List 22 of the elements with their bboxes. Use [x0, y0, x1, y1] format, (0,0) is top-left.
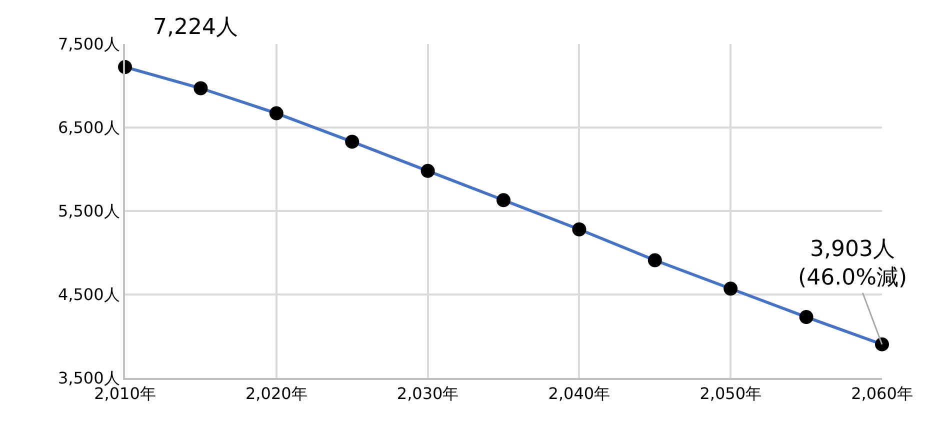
point: [345, 134, 360, 149]
y-tick-label: 4,500人: [58, 285, 120, 304]
y-tick-label: 3,500人: [58, 368, 120, 388]
point: [572, 222, 586, 236]
x-tick-label: 2,040年: [548, 384, 610, 404]
y-tick-label: 7,500人: [58, 34, 120, 54]
point: [194, 81, 208, 96]
point: [724, 282, 738, 296]
point: [648, 253, 662, 268]
point: [269, 106, 284, 120]
x-tick-label: 2,060年: [851, 384, 913, 404]
point: [420, 164, 435, 178]
x-tick-label: 2,020年: [245, 384, 308, 404]
point: [799, 310, 814, 324]
point: [875, 337, 889, 352]
annotation: 7,224人: [153, 15, 238, 40]
x-tick-label: 2,050年: [700, 384, 762, 404]
annotation: 3,903人 (46.0%減): [798, 237, 908, 291]
point: [496, 193, 510, 208]
y-tick-label: 6,500人: [58, 118, 120, 138]
y-tick-label: 5,500人: [58, 202, 120, 221]
x-tick-label: 2,030年: [396, 384, 459, 404]
